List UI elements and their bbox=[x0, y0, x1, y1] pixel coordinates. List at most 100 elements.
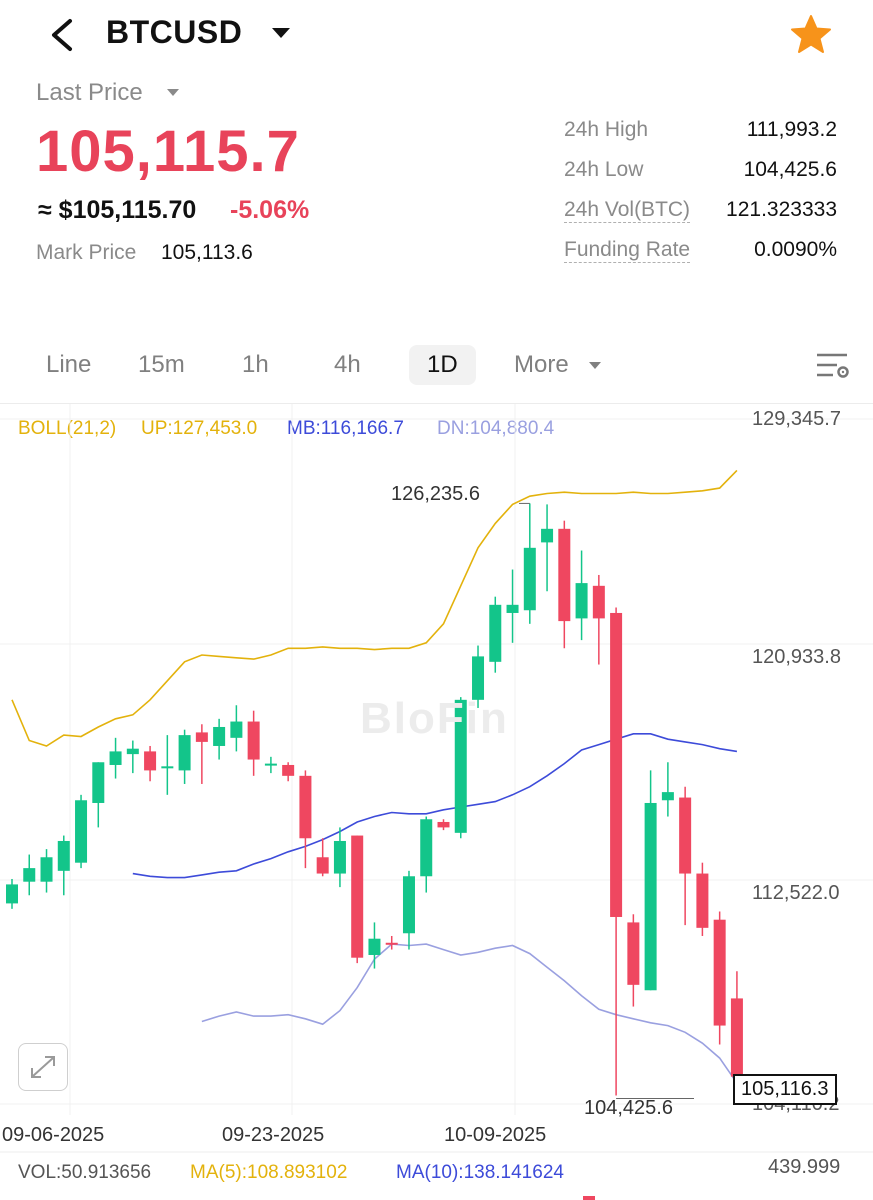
candle-body bbox=[126, 748, 139, 755]
candle-body bbox=[264, 763, 277, 766]
tab-4h[interactable]: 4h bbox=[334, 351, 361, 378]
x-axis-date-label: 09-23-2025 bbox=[222, 1124, 325, 1146]
boll-label: BOLL(21,2) bbox=[18, 418, 117, 439]
candle-body bbox=[316, 857, 329, 874]
y-axis-label: 112,522.0 bbox=[752, 882, 840, 904]
candle-body bbox=[730, 998, 743, 1077]
last-price-dropdown-icon[interactable] bbox=[167, 89, 179, 96]
candles bbox=[6, 503, 743, 1103]
back-arrow-icon[interactable] bbox=[48, 18, 78, 52]
candle-body bbox=[523, 547, 536, 611]
tab-15m[interactable]: 15m bbox=[138, 351, 185, 378]
candle-body bbox=[178, 735, 191, 771]
candle-body bbox=[506, 604, 519, 613]
stat-value-24h-high: 111,993.2 bbox=[746, 118, 837, 141]
candle-body bbox=[592, 585, 605, 619]
y-axis-label: 120,933.8 bbox=[752, 646, 841, 668]
boll-lower-line bbox=[201, 943, 738, 1084]
candle-body bbox=[247, 721, 260, 760]
usd-approx-price: ≈ $105,115.70 bbox=[38, 196, 197, 224]
candle-body bbox=[109, 751, 122, 765]
candle-body bbox=[230, 721, 243, 738]
stat-value-24h-vol: 121.323333 bbox=[726, 198, 837, 221]
candle-body bbox=[696, 873, 709, 928]
candle-body bbox=[368, 938, 381, 955]
y-axis-label: 129,345.7 bbox=[752, 408, 841, 430]
candle-body bbox=[472, 656, 485, 700]
last-price-label[interactable]: Last Price bbox=[36, 79, 143, 106]
candle-body bbox=[713, 919, 726, 1026]
candle-body bbox=[558, 528, 571, 622]
boll-mid-line bbox=[132, 732, 738, 879]
candle-body bbox=[144, 751, 157, 771]
candle-body bbox=[489, 604, 502, 662]
expand-chart-button[interactable] bbox=[18, 1043, 68, 1091]
tab-more[interactable]: More bbox=[514, 351, 569, 378]
candle-body bbox=[679, 797, 692, 874]
candle-body bbox=[282, 764, 295, 776]
candle-body bbox=[75, 800, 88, 863]
boll-upper-line bbox=[11, 469, 738, 747]
candle-body bbox=[92, 762, 105, 803]
tab-line[interactable]: Line bbox=[46, 351, 92, 378]
candle-body bbox=[40, 857, 53, 882]
volume-bar bbox=[583, 1196, 595, 1200]
stat-label-24h-high: 24h High bbox=[564, 118, 649, 141]
last-price-value: 105,115.7 bbox=[36, 119, 300, 184]
stat-label-24h-vol[interactable]: 24h Vol(BTC) bbox=[564, 198, 691, 223]
symbol-title[interactable]: BTCUSD bbox=[106, 14, 243, 50]
mark-price-value: 105,113.6 bbox=[161, 241, 253, 264]
favorite-star-icon[interactable] bbox=[790, 14, 832, 56]
candle-body bbox=[57, 840, 70, 871]
candle-body bbox=[161, 766, 174, 769]
symbol-dropdown-icon[interactable] bbox=[272, 28, 290, 38]
boll-mid-value: MB:116,166.7 bbox=[287, 418, 404, 439]
watermark-logo: BloFin bbox=[360, 694, 509, 743]
candle-body bbox=[385, 942, 398, 945]
candle-body bbox=[437, 821, 450, 828]
boll-lower-value: DN:104,880.4 bbox=[437, 418, 555, 439]
chart-settings-icon[interactable] bbox=[815, 352, 851, 382]
candle-body bbox=[23, 868, 36, 882]
volume-ma10: MA(10):138.141624 bbox=[396, 1162, 564, 1183]
candle-body bbox=[420, 819, 433, 877]
volume-ma5: MA(5):108.893102 bbox=[190, 1162, 348, 1183]
x-axis-date-label: 09-06-2025 bbox=[2, 1124, 105, 1146]
tab-1h[interactable]: 1h bbox=[242, 351, 269, 378]
candle-body bbox=[541, 528, 554, 543]
tabs-divider bbox=[0, 403, 873, 404]
current-price-tag: 105,116.3 bbox=[733, 1074, 837, 1105]
candle-body bbox=[661, 792, 674, 801]
candle-body bbox=[402, 876, 415, 934]
price-change-percent: -5.06% bbox=[230, 196, 310, 224]
candle-body bbox=[6, 884, 18, 904]
candle-body bbox=[333, 840, 346, 874]
mark-price-label: Mark Price bbox=[36, 241, 137, 264]
stat-label-funding-rate[interactable]: Funding Rate bbox=[564, 238, 691, 263]
candle-body bbox=[644, 802, 657, 991]
candle-body bbox=[454, 699, 467, 833]
low-price-annotation: 104,425.6 bbox=[584, 1097, 673, 1119]
candle-body bbox=[213, 726, 226, 746]
volume-value: VOL:50.913656 bbox=[18, 1162, 152, 1183]
stat-value-funding-rate: 0.0090% bbox=[754, 238, 837, 261]
high-price-annotation: 126,235.6 bbox=[391, 483, 480, 505]
more-dropdown-icon[interactable] bbox=[589, 362, 601, 369]
candle-body bbox=[299, 775, 312, 839]
chart-grid bbox=[0, 404, 873, 1153]
bollinger-bands bbox=[11, 469, 738, 1084]
candle-body bbox=[351, 835, 364, 958]
stat-value-24h-low: 104,425.6 bbox=[743, 158, 837, 181]
candle-body bbox=[195, 732, 208, 742]
expand-icon bbox=[31, 1056, 55, 1078]
tab-1d[interactable]: 1D bbox=[409, 345, 476, 385]
candle-body bbox=[627, 922, 640, 985]
stat-label-24h-low: 24h Low bbox=[564, 158, 644, 181]
candle-body bbox=[575, 583, 588, 619]
x-axis-date-label: 10-09-2025 bbox=[444, 1124, 547, 1146]
volume-axis-max: 439.999 bbox=[768, 1156, 841, 1178]
boll-upper-value: UP:127,453.0 bbox=[141, 418, 258, 439]
candle-body bbox=[610, 612, 623, 917]
chart-markers bbox=[519, 502, 743, 1200]
